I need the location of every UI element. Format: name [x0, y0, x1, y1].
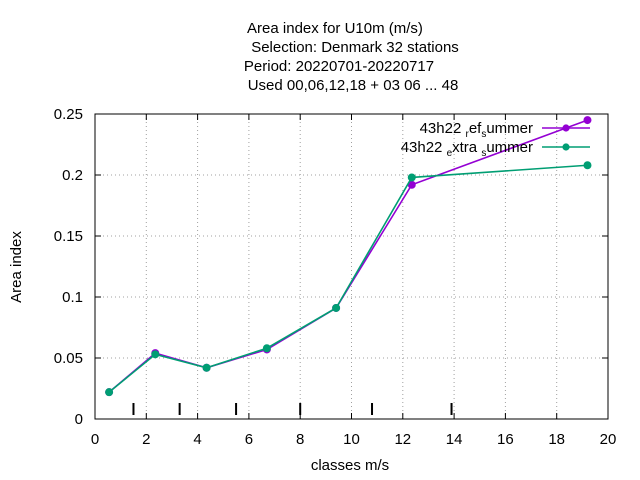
legend-label: 43h22 extra summer [401, 139, 533, 159]
data-point [407, 173, 416, 182]
y-tick-label: 0 [75, 411, 83, 428]
y-tick-labels: 0 0.05 0.1 0.15 0.2 0.25 [54, 106, 83, 428]
data-point [583, 116, 592, 125]
series-line [108, 119, 588, 393]
title-line-4: Used 00,06,12,18 + 03 06 ... 48 [248, 77, 459, 94]
x-tick-labels: 0 2 4 6 8 10 12 14 16 18 20 [91, 431, 617, 448]
legend-entry-2: 43h22 extra summer [401, 139, 590, 159]
x-tick-label: 16 [497, 431, 514, 448]
y-tick-label: 0.1 [62, 289, 83, 306]
legend-marker [562, 143, 570, 151]
y-tick-label: 0.2 [62, 167, 83, 184]
x-tick-label: 2 [142, 431, 150, 448]
x-tick-label: 8 [296, 431, 304, 448]
x-tick-label: 20 [600, 431, 617, 448]
x-tick-label: 6 [245, 431, 253, 448]
title-line-1: Area index for U10m (m/s) [247, 20, 423, 37]
series-1 [105, 116, 592, 397]
y-axis-label: Area index [8, 231, 25, 303]
class-boundary-marks [132, 403, 453, 415]
legend-label: 43h22 refsummer [420, 120, 533, 140]
x-tick-label: 12 [394, 431, 411, 448]
x-tick-label: 18 [548, 431, 565, 448]
x-tick-label: 10 [343, 431, 360, 448]
legend-entry-1: 43h22 refsummer [420, 120, 590, 140]
axis-ticks [94, 113, 609, 420]
data-point [151, 350, 160, 359]
title-line-3: Period: 20220701-20220717 [244, 58, 434, 75]
x-tick-label: 14 [446, 431, 463, 448]
data-point [583, 161, 592, 170]
data-point [202, 363, 211, 372]
legend-marker [562, 124, 570, 132]
data-point [262, 344, 271, 353]
chart-title: Area index for U10m (m/s) Selection: Den… [244, 20, 459, 94]
grid [95, 114, 608, 419]
data-point [105, 388, 114, 397]
data-point [332, 303, 341, 312]
y-tick-label: 0.05 [54, 350, 83, 367]
y-tick-label: 0.15 [54, 228, 83, 245]
y-tick-label: 0.25 [54, 106, 83, 123]
title-line-2: Selection: Denmark 32 stations [251, 39, 459, 56]
x-tick-label: 4 [193, 431, 201, 448]
x-axis-label: classes m/s [311, 457, 389, 474]
series-2 [105, 161, 592, 397]
series-group [105, 116, 592, 397]
x-tick-label: 0 [91, 431, 99, 448]
